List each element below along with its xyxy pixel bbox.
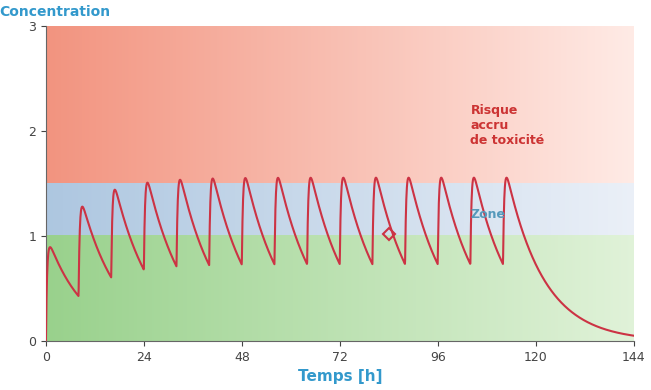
Text: Concentration: Concentration: [0, 5, 110, 19]
Text: Zone: Zone: [471, 208, 505, 222]
X-axis label: Temps [h]: Temps [h]: [298, 369, 382, 385]
Text: Risque
accru
de toxicité: Risque accru de toxicité: [471, 104, 545, 147]
